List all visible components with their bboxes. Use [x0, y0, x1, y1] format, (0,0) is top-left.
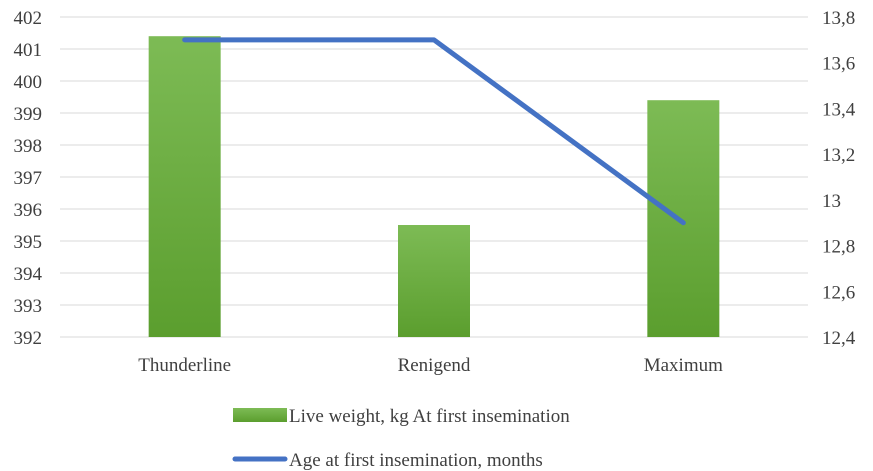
right-tick-label: 12,6	[822, 282, 855, 303]
left-tick-label: 393	[14, 296, 43, 317]
right-tick-label: 13,8	[822, 8, 855, 29]
left-tick-label: 400	[14, 72, 43, 93]
right-tick-label: 13,6	[822, 54, 855, 75]
right-tick-label: 13,4	[822, 99, 856, 120]
legend: Live weight, kg At first insemination Age…	[232, 406, 570, 471]
legend-label-bar: Live weight, kg At first insemination	[289, 406, 570, 427]
bar-thunderline	[148, 36, 221, 337]
right-tick-label: 12,4	[822, 328, 856, 349]
left-tick-label: 394	[14, 264, 43, 285]
left-y-axis: 392 393 394 395 396 397 398 399 400 401 402	[14, 8, 43, 349]
left-tick-label: 401	[14, 40, 43, 61]
legend-swatch-bar	[233, 408, 287, 422]
line-series	[182, 37, 686, 226]
left-tick-label: 395	[14, 232, 43, 253]
legend-label-line: Age at first insemination, months	[289, 450, 543, 471]
left-tick-label: 402	[14, 8, 43, 29]
left-tick-label: 399	[14, 104, 43, 125]
right-tick-label: 12,8	[822, 237, 855, 258]
left-tick-label: 396	[14, 200, 43, 221]
bar-renigend	[398, 225, 470, 337]
age-line	[182, 37, 686, 226]
right-y-axis: 12,4 12,6 12,8 13 13,2 13,4 13,6 13,8	[822, 8, 856, 349]
bar-series	[148, 36, 720, 337]
left-tick-label: 397	[14, 168, 43, 189]
left-tick-label: 392	[14, 328, 43, 349]
x-axis: Thunderline Renigend Maximum	[138, 355, 723, 376]
right-tick-label: 13	[822, 191, 841, 212]
left-tick-label: 398	[14, 136, 43, 157]
category-label: Thunderline	[138, 355, 231, 376]
category-label: Renigend	[398, 355, 471, 376]
category-label: Maximum	[644, 355, 723, 376]
bar-maximum	[647, 100, 720, 337]
right-tick-label: 13,2	[822, 145, 855, 166]
